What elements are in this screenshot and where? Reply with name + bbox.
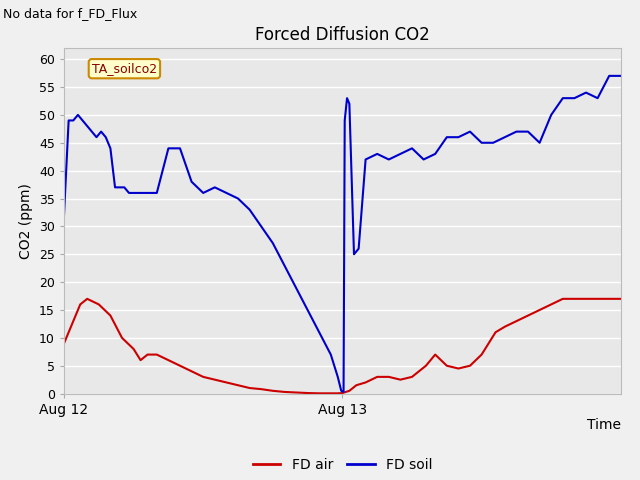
Legend: FD air, FD soil: FD air, FD soil (247, 452, 438, 478)
Title: Forced Diffusion CO2: Forced Diffusion CO2 (255, 25, 430, 44)
Text: TA_soilco2: TA_soilco2 (92, 62, 157, 75)
Y-axis label: CO2 (ppm): CO2 (ppm) (19, 183, 33, 259)
Text: No data for f_FD_Flux: No data for f_FD_Flux (3, 7, 138, 20)
Text: Time: Time (587, 418, 621, 432)
